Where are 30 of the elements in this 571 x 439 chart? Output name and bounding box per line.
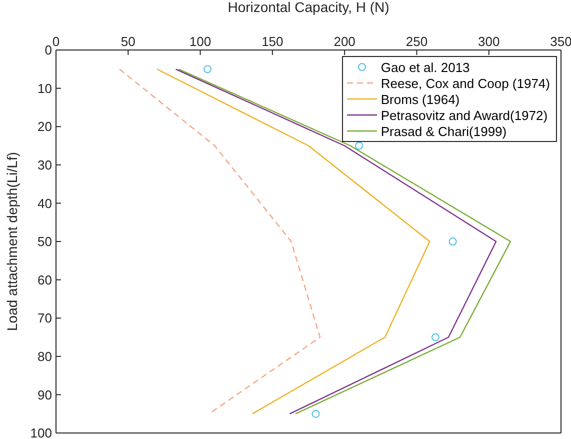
x-tick-label: 300 (478, 34, 500, 49)
legend-label: Petrasovitz and Award(1972) (380, 108, 548, 122)
point (312, 410, 320, 418)
y-tick-label: 60 (38, 272, 52, 288)
x-tick-label: 350 (550, 34, 571, 49)
legend-label: Gao et al. 2013 (380, 60, 470, 74)
legend-label: Prasad & Chari(1999) (380, 124, 507, 138)
x-tick-label: 150 (262, 34, 284, 49)
line-series (118, 68, 321, 414)
y-tick-label: 80 (38, 349, 52, 364)
y-tick-label: 30 (38, 158, 52, 173)
y-tick-label: 70 (38, 310, 52, 326)
y-tick-label: 50 (38, 234, 52, 250)
y-tick-label: 20 (38, 119, 52, 134)
point (204, 65, 212, 74)
x-tick-label: 100 (189, 34, 212, 49)
y-tick-label: 100 (30, 426, 52, 439)
x-tick-label: 50 (120, 34, 136, 49)
x-axis-title: Horizontal Capacity, H (N) (228, 0, 390, 15)
x-tick-label: 200 (334, 34, 356, 49)
x-tick-label: 250 (406, 34, 428, 49)
point (448, 238, 457, 246)
y-tick-label: 40 (38, 196, 52, 211)
legend-label: Reese, Cox and Coop (1974) (380, 76, 550, 90)
point (431, 333, 440, 342)
y-axis-title: Load attachment depth(Li/Lf) (4, 152, 20, 332)
y-tick-label: 90 (38, 387, 52, 402)
y-tick-label: 10 (38, 80, 52, 96)
point (355, 142, 363, 150)
legend-label: Broms (1964) (380, 92, 460, 106)
